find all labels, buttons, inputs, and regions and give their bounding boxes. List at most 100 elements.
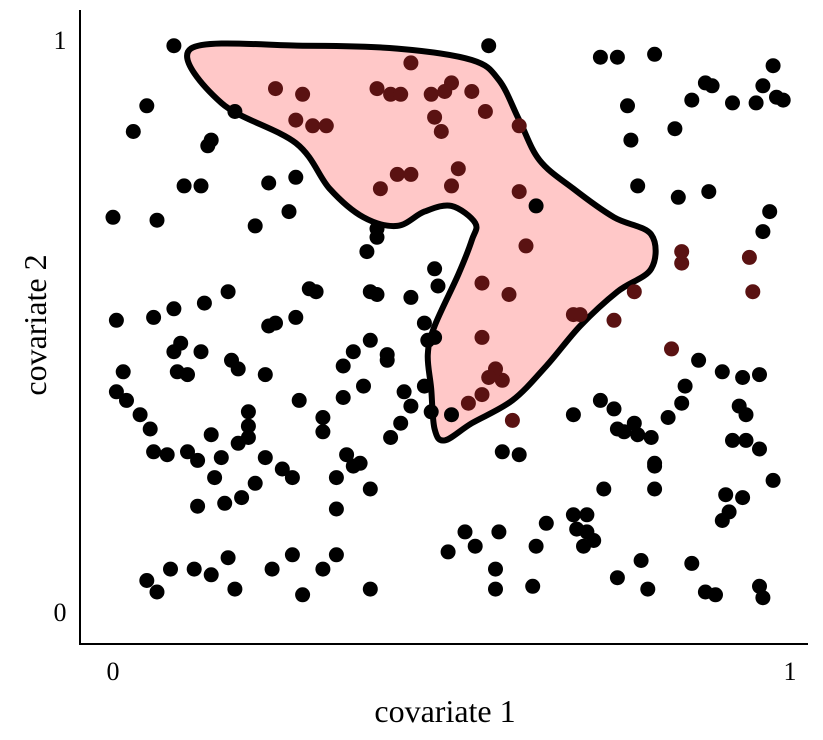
data-point [647, 46, 663, 62]
data-point [247, 475, 263, 491]
data-point [416, 315, 432, 331]
data-point [264, 561, 280, 577]
data-point [640, 581, 656, 597]
region-data-point [389, 166, 405, 182]
data-point [647, 458, 663, 474]
data-point [403, 398, 419, 414]
y-axis-label: covariate 2 [17, 254, 53, 395]
region-data-point [460, 395, 476, 411]
data-point [525, 578, 541, 594]
data-point [488, 581, 503, 597]
data-point [708, 587, 723, 603]
data-point [125, 124, 141, 139]
data-point [315, 410, 331, 425]
region-data-point [606, 312, 622, 328]
region-data-point [474, 387, 490, 403]
region-data-point [295, 86, 311, 102]
data-point [105, 209, 121, 225]
selected-region [184, 40, 659, 444]
region-data-point [511, 118, 527, 134]
data-point [356, 378, 371, 394]
data-point [328, 501, 344, 517]
data-point [565, 407, 581, 423]
data-point [247, 218, 263, 234]
data-point [139, 98, 155, 114]
data-point [149, 584, 165, 600]
region-data-point [664, 341, 679, 357]
data-point [193, 344, 209, 360]
data-point [108, 384, 124, 400]
data-point [630, 178, 646, 194]
data-point [670, 189, 686, 205]
data-point [725, 95, 740, 111]
data-point [217, 495, 233, 511]
data-point [261, 175, 277, 191]
region-data-point [464, 84, 480, 99]
data-point [227, 104, 243, 119]
data-point [735, 490, 751, 506]
data-point [752, 578, 767, 594]
data-point [609, 570, 625, 586]
data-point [166, 344, 182, 360]
data-point [752, 367, 767, 383]
data-point [180, 367, 195, 383]
region-data-point [369, 81, 385, 97]
data-point [163, 561, 178, 577]
data-point [119, 392, 134, 408]
data-point [738, 407, 754, 423]
region-data-point [504, 412, 520, 428]
data-point [345, 344, 361, 360]
data-point [721, 504, 737, 520]
data-point [725, 432, 740, 448]
data-point [623, 132, 639, 148]
data-point [416, 378, 432, 394]
data-point [186, 561, 202, 577]
region-data-point [444, 75, 459, 91]
data-point [200, 138, 216, 154]
region-points-layer [268, 55, 761, 428]
data-point [274, 461, 290, 477]
data-point [592, 392, 608, 408]
data-point [755, 78, 771, 94]
data-point [491, 524, 507, 540]
data-point [190, 498, 206, 514]
data-point [667, 121, 683, 137]
data-point [146, 309, 162, 325]
region-data-point [403, 166, 419, 182]
data-point [328, 470, 344, 486]
data-point [565, 507, 581, 523]
region-data-point [268, 81, 283, 97]
data-point [427, 261, 443, 277]
data-point [335, 390, 351, 405]
data-point [196, 295, 212, 311]
data-point [511, 447, 527, 463]
region-data-point [674, 244, 690, 260]
tick-labels: 0 1 0 1 [54, 26, 797, 686]
region-data-point [288, 112, 304, 128]
data-point [339, 447, 355, 463]
data-point [643, 430, 659, 445]
region-data-point [433, 124, 449, 139]
data-point [620, 98, 635, 114]
data-point [684, 555, 700, 571]
data-point [166, 38, 182, 54]
data-point [440, 544, 456, 560]
data-point [444, 407, 459, 423]
data-point [115, 364, 131, 380]
data-point [284, 470, 300, 486]
region-data-point [626, 284, 642, 300]
data-point [430, 278, 446, 294]
region-data-point [444, 178, 459, 194]
data-point [146, 444, 162, 460]
data-point [295, 587, 311, 603]
data-point [488, 561, 503, 577]
data-point [420, 332, 436, 348]
data-point [291, 392, 307, 408]
data-point [762, 204, 778, 220]
data-point [166, 301, 182, 317]
y-tick-label: 1 [54, 26, 67, 55]
data-point [481, 38, 497, 54]
data-point [284, 547, 300, 563]
data-point [142, 421, 158, 437]
